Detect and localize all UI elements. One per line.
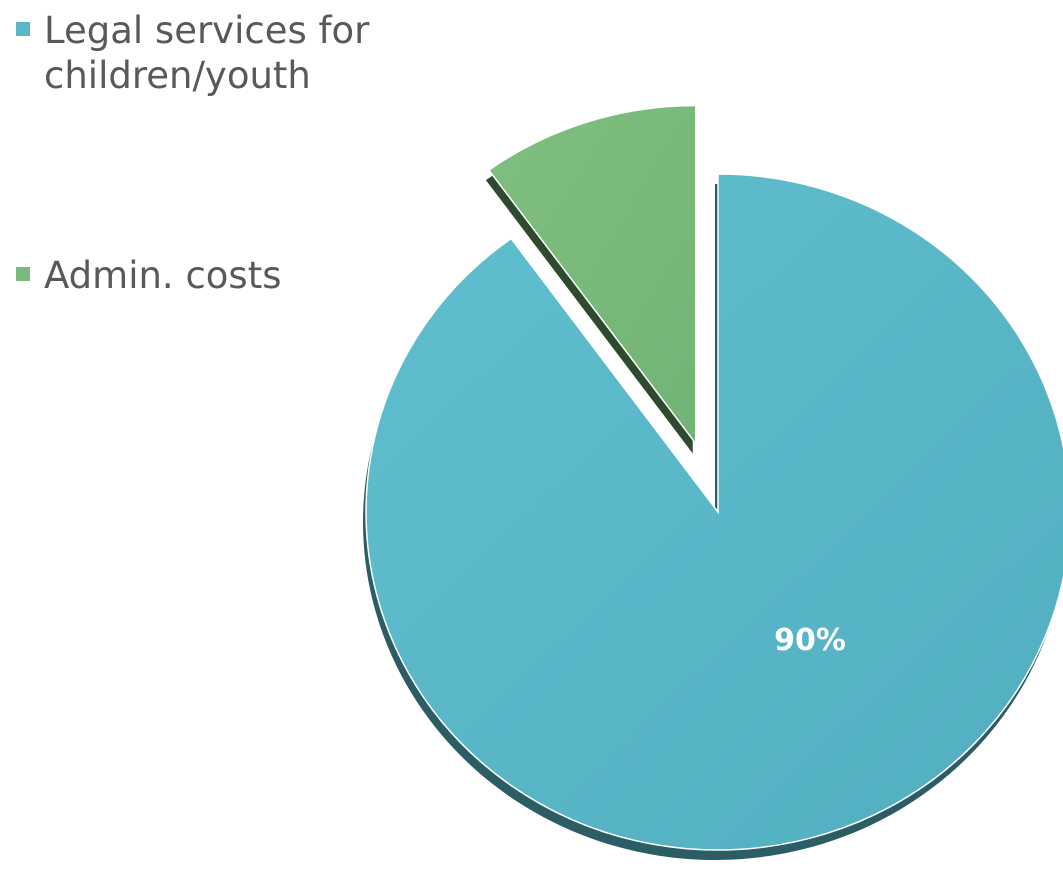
data-label-admin-costs: 10%: [540, 64, 612, 99]
slice-legal-services: [365, 173, 1063, 851]
legend-label-legal-services: Legal services for children/youth: [44, 9, 370, 97]
slice-admin-costs: [487, 104, 697, 446]
legend-label-admin-costs: Admin. costs: [44, 254, 282, 297]
legend-item-legal-services: Legal services for children/youth: [16, 8, 404, 98]
legend-item-admin-costs: Admin. costs: [16, 253, 404, 298]
legend-swatch-admin-costs: [16, 267, 30, 281]
data-label-legal-services: 90%: [774, 623, 846, 658]
legend-swatch-legal-services: [16, 22, 30, 36]
